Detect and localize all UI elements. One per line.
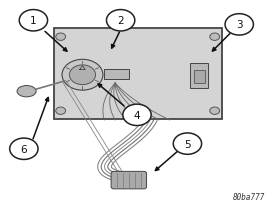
Circle shape bbox=[225, 15, 253, 36]
Bar bbox=[54, 29, 221, 119]
Ellipse shape bbox=[17, 86, 36, 97]
Circle shape bbox=[56, 34, 65, 41]
Circle shape bbox=[62, 60, 103, 91]
Circle shape bbox=[123, 105, 151, 126]
Circle shape bbox=[10, 138, 38, 160]
Text: 2: 2 bbox=[117, 16, 124, 26]
FancyBboxPatch shape bbox=[111, 172, 147, 189]
Circle shape bbox=[107, 11, 135, 32]
Circle shape bbox=[210, 108, 219, 115]
Text: 80ba777: 80ba777 bbox=[233, 192, 265, 201]
Bar bbox=[194, 70, 205, 84]
Bar bbox=[104, 69, 129, 80]
Circle shape bbox=[19, 11, 48, 32]
Circle shape bbox=[210, 34, 219, 41]
Text: 3: 3 bbox=[236, 20, 242, 30]
Text: 6: 6 bbox=[21, 144, 27, 154]
Circle shape bbox=[173, 133, 202, 154]
Text: 5: 5 bbox=[184, 139, 191, 149]
Circle shape bbox=[56, 108, 65, 115]
Bar bbox=[190, 64, 208, 89]
Text: 4: 4 bbox=[134, 110, 140, 120]
Circle shape bbox=[69, 66, 96, 85]
Text: 1: 1 bbox=[30, 16, 37, 26]
